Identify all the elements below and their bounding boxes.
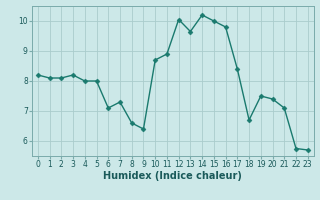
- X-axis label: Humidex (Indice chaleur): Humidex (Indice chaleur): [103, 171, 242, 181]
